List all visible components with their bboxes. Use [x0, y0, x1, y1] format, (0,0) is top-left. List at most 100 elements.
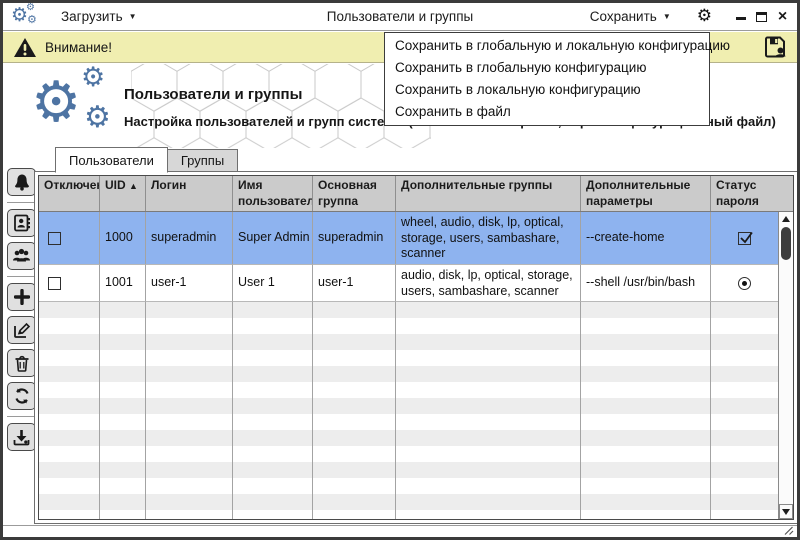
- toolbar-separator: [6, 416, 37, 417]
- table-header-row: Отключен UID ▲ Логин Имя пользователя Ос…: [39, 176, 793, 213]
- edit-user-button[interactable]: [7, 316, 36, 344]
- notifications-button[interactable]: [7, 168, 36, 196]
- users-table: Отключен UID ▲ Логин Имя пользователя Ос…: [38, 175, 794, 520]
- tab-groups-label: Группы: [180, 153, 225, 168]
- toolbar-separator: [6, 202, 37, 203]
- gear-icon: ⚙: [11, 3, 29, 26]
- plus-icon: [13, 289, 30, 305]
- menu-item-save-to-file[interactable]: Сохранить в файл: [395, 104, 511, 119]
- minimize-button[interactable]: [734, 10, 747, 23]
- cell-primary-group: superadmin: [313, 212, 396, 266]
- check-icon: [740, 231, 753, 244]
- column-header-disabled[interactable]: Отключен: [39, 176, 100, 212]
- bell-icon: [14, 174, 29, 191]
- window-controls: ×: [734, 7, 789, 25]
- gear-icon: ⚙: [27, 12, 37, 26]
- add-user-button[interactable]: [7, 283, 36, 311]
- app-gears-logo-small: ⚙ ⚙ ⚙: [11, 1, 41, 29]
- column-header-extra-params[interactable]: Дополнительные параметры: [581, 176, 711, 212]
- users-group-icon: [13, 248, 30, 262]
- chevron-down-icon: ▼: [128, 12, 137, 21]
- table-body: 1000 superadmin Super Admin superadmin w…: [39, 212, 793, 519]
- warning-triangle-icon: [14, 37, 36, 57]
- sort-asc-icon: ▲: [129, 181, 138, 191]
- tab-groups[interactable]: Группы: [167, 149, 239, 172]
- column-header-uid[interactable]: UID ▲: [100, 176, 146, 212]
- cell-extra-groups: audio, disk, lp, optical, storage, users…: [396, 265, 581, 303]
- cell-primary-group: user-1: [313, 265, 396, 303]
- disabled-checkbox[interactable]: [48, 231, 61, 245]
- scrollbar-thumb[interactable]: [781, 227, 791, 261]
- save-menu-button[interactable]: Сохранить ▼: [584, 6, 677, 27]
- scroll-up-button[interactable]: [779, 212, 793, 226]
- top-menubar: ⚙ ⚙ ⚙ Загрузить ▼ Пользователи и группы …: [3, 3, 797, 31]
- page-title: Пользователи и группы: [124, 86, 303, 103]
- save-menu-label: Сохранить: [589, 9, 657, 24]
- cell-uid: 1001: [100, 265, 146, 303]
- triangle-up-icon: [782, 216, 790, 223]
- app-gears-logo-large: ⚙ ⚙ ⚙: [31, 64, 117, 140]
- save-dropdown-menu: Сохранить в глобальную и локальную конфи…: [384, 32, 730, 126]
- password-status-checkbox-checked[interactable]: [738, 231, 753, 245]
- edit-pencil-icon: [13, 322, 30, 338]
- resize-grip[interactable]: [784, 526, 794, 535]
- delete-user-button[interactable]: [7, 349, 36, 377]
- topbar-right-group: Сохранить ▼ ⚙ ×: [584, 6, 797, 27]
- tab-bar: Пользователи Группы: [55, 147, 239, 173]
- address-book-button[interactable]: [7, 209, 36, 237]
- trash-icon: [15, 355, 28, 372]
- cell-login: superadmin: [146, 212, 233, 266]
- close-button[interactable]: ×: [777, 7, 788, 25]
- vertical-scrollbar[interactable]: [778, 212, 793, 519]
- users-tab-panel: Отключен UID ▲ Логин Имя пользователя Ос…: [34, 171, 797, 524]
- warning-text: Внимание!: [45, 39, 113, 55]
- cell-name: Super Admin: [233, 212, 313, 266]
- status-bar: [3, 525, 797, 537]
- gear-icon: ⚙: [31, 70, 82, 135]
- address-book-icon: [13, 214, 30, 232]
- load-menu-button[interactable]: Загрузить ▼: [55, 6, 143, 27]
- cell-uid: 1000: [100, 212, 146, 266]
- empty-rows-area: [39, 302, 778, 519]
- triangle-down-icon: [782, 508, 790, 515]
- download-button[interactable]: [7, 423, 36, 451]
- download-icon: [13, 429, 30, 445]
- cell-extra-params: --shell /usr/bin/bash: [581, 265, 711, 303]
- cell-extra-params: --create-home: [581, 212, 711, 266]
- column-header-login[interactable]: Логин: [146, 176, 233, 212]
- scrollbar-track[interactable]: [779, 261, 793, 504]
- scroll-down-button[interactable]: [779, 504, 793, 519]
- gear-icon: ⚙: [84, 100, 111, 135]
- cell-login: user-1: [146, 265, 233, 303]
- menu-item-save-global-and-local[interactable]: Сохранить в глобальную и локальную конфи…: [395, 38, 730, 53]
- gear-icon: ⚙: [81, 64, 106, 93]
- chevron-down-icon: ▼: [662, 12, 671, 21]
- column-header-extra-groups[interactable]: Дополнительные группы: [396, 176, 581, 212]
- gear-icon: ⚙: [26, 1, 35, 13]
- load-menu-label: Загрузить: [61, 9, 123, 24]
- tab-users[interactable]: Пользователи: [55, 147, 168, 173]
- menu-item-save-global[interactable]: Сохранить в глобальную конфигурацию: [395, 60, 647, 75]
- menu-item-save-local[interactable]: Сохранить в локальную конфигурацию: [395, 82, 641, 97]
- cell-extra-groups: wheel, audio, disk, lp, optical, storage…: [396, 212, 581, 266]
- maximize-button[interactable]: [755, 10, 768, 23]
- user-groups-button[interactable]: [7, 242, 36, 270]
- disabled-checkbox[interactable]: [48, 276, 61, 290]
- toolbar-separator: [6, 276, 37, 277]
- table-row[interactable]: 1000 superadmin Super Admin superadmin w…: [39, 212, 778, 266]
- settings-gear-icon[interactable]: ⚙: [696, 6, 712, 26]
- hexagon-pattern-background: [131, 64, 431, 148]
- tab-users-label: Пользователи: [69, 152, 154, 168]
- table-rows-area: 1000 superadmin Super Admin superadmin w…: [39, 212, 778, 519]
- refresh-button[interactable]: [7, 382, 36, 410]
- table-row[interactable]: 1001 user-1 User 1 user-1 audio, disk, l…: [39, 265, 778, 303]
- left-toolbar: [5, 168, 38, 456]
- column-header-password-status[interactable]: Статус пароля: [716, 178, 759, 208]
- save-users-icon[interactable]: [763, 35, 787, 59]
- refresh-icon: [14, 388, 29, 404]
- column-header-name[interactable]: Имя пользователя: [233, 176, 313, 212]
- cell-name: User 1: [233, 265, 313, 303]
- password-status-radio[interactable]: [738, 276, 751, 290]
- column-header-primary-group[interactable]: Основная группа: [313, 176, 396, 212]
